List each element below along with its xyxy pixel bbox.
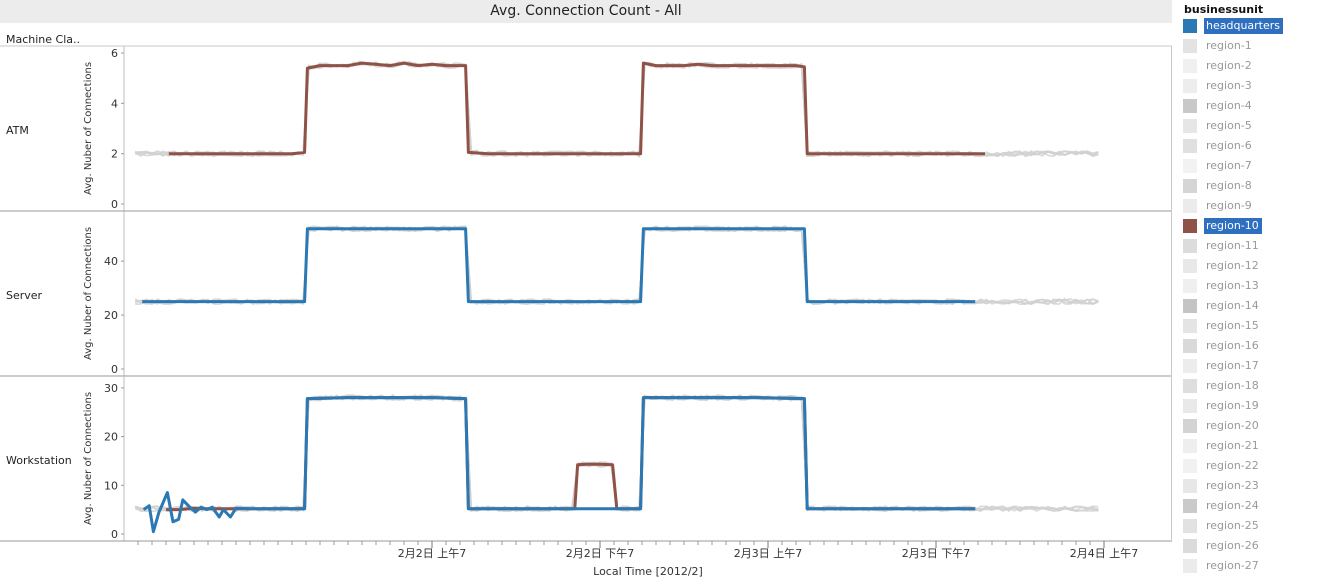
x-axis-title: Local Time [2012/2] — [593, 565, 703, 578]
legend-swatch — [1183, 119, 1197, 133]
y-tick-label: 20 — [104, 309, 118, 322]
legend-label: region-24 — [1206, 499, 1259, 512]
row-header[interactable]: Machine Cla.. — [6, 33, 81, 46]
other-region-line — [135, 225, 1099, 306]
legend-label: region-17 — [1206, 359, 1259, 372]
y-tick-label: 6 — [111, 47, 118, 60]
legend-swatch — [1183, 459, 1197, 473]
other-region-line — [134, 225, 1099, 306]
legend-label: region-6 — [1206, 139, 1252, 152]
legend-label: region-10 — [1204, 218, 1262, 234]
legend-swatch — [1183, 99, 1197, 113]
y-tick-label: 4 — [111, 97, 118, 110]
legend-label: region-27 — [1206, 559, 1259, 572]
legend-label: region-13 — [1206, 279, 1259, 292]
legend-swatch — [1183, 539, 1197, 553]
series-line-region-10 — [166, 396, 976, 512]
legend-swatch — [1183, 259, 1197, 273]
y-axis-title: Avg. Nuber of Connections — [83, 392, 94, 525]
x-tick-label: 2月3日 下午7 — [902, 547, 971, 560]
legend-swatch — [1183, 319, 1197, 333]
legend-swatch — [1183, 299, 1197, 313]
legend-label: region-7 — [1206, 159, 1252, 172]
line-chart[interactable]: 0 2 4 6 Avg. Nuber of Connections 0 20 40 Avg. N… — [0, 0, 1172, 582]
legend-label: region-16 — [1206, 339, 1259, 352]
legend-swatch — [1183, 519, 1197, 533]
legend: businessunit headquarters region-1 region-… — [1176, 0, 1329, 582]
legend-swatch — [1183, 339, 1197, 353]
row-label-workstation: Workstation — [6, 454, 72, 467]
legend-label: region-8 — [1206, 179, 1252, 192]
legend-label: region-18 — [1206, 379, 1259, 392]
legend-swatch — [1183, 239, 1197, 253]
legend-label: region-26 — [1206, 539, 1259, 552]
legend-label: headquarters — [1204, 18, 1284, 34]
legend-label: region-12 — [1206, 259, 1259, 272]
x-tick-label: 2月4日 上午7 — [1070, 547, 1139, 560]
y-tick-label: 0 — [111, 528, 118, 541]
x-tick-label: 2月2日 上午7 — [398, 547, 467, 560]
legend-label: region-20 — [1206, 419, 1259, 432]
legend-swatch — [1183, 199, 1197, 213]
legend-label: region-23 — [1206, 479, 1259, 492]
chart-title: Avg. Connection Count - All — [0, 0, 1172, 23]
other-region-line — [134, 225, 1099, 306]
other-region-line — [135, 225, 1099, 306]
other-region-line — [134, 61, 1099, 158]
legend-swatch — [1183, 439, 1197, 453]
legend-swatch — [1183, 359, 1197, 373]
legend-label: region-14 — [1206, 299, 1259, 312]
series-line-headquarters — [142, 396, 976, 534]
legend-swatch — [1183, 399, 1197, 413]
y-tick-label: 0 — [111, 198, 118, 211]
other-region-line — [135, 60, 1099, 158]
legend-swatch — [1183, 139, 1197, 153]
legend-swatch — [1183, 279, 1197, 293]
legend-label: region-11 — [1206, 239, 1259, 252]
legend-swatch — [1183, 19, 1197, 33]
x-tick-label: 2月2日 下午7 — [566, 547, 635, 560]
y-axis-title: Avg. Nuber of Connections — [83, 62, 94, 195]
series-line-region-10 — [168, 61, 985, 156]
y-tick-label: 20 — [104, 431, 118, 444]
legend-label: region-22 — [1206, 459, 1259, 472]
legend-swatch — [1183, 379, 1197, 393]
series-line-headquarters — [142, 227, 976, 304]
legend-label: region-15 — [1206, 319, 1259, 332]
legend-label: region-25 — [1206, 519, 1259, 532]
y-tick-label: 10 — [104, 479, 118, 492]
legend-label: region-2 — [1206, 59, 1252, 72]
legend-swatch — [1183, 79, 1197, 93]
y-tick-label: 40 — [104, 255, 118, 268]
x-tick-label: 2月3日 上午7 — [734, 547, 803, 560]
legend-swatch — [1183, 159, 1197, 173]
other-region-line — [134, 225, 1099, 306]
legend-title: businessunit — [1184, 3, 1264, 16]
legend-label: region-5 — [1206, 119, 1252, 132]
legend-swatch — [1183, 179, 1197, 193]
row-label-server: Server — [6, 289, 43, 302]
legend-swatch — [1183, 499, 1197, 513]
legend-label: region-21 — [1206, 439, 1259, 452]
legend-swatch — [1183, 59, 1197, 73]
other-region-line — [134, 60, 1099, 158]
other-region-line — [135, 61, 1099, 158]
legend-label: region-19 — [1206, 399, 1259, 412]
legend-label: region-4 — [1206, 99, 1252, 112]
legend-swatch — [1183, 39, 1197, 53]
legend-swatch — [1183, 419, 1197, 433]
legend-label: region-9 — [1206, 199, 1252, 212]
y-axis-title: Avg. Nuber of Connections — [83, 227, 94, 360]
y-tick-label: 30 — [104, 382, 118, 395]
y-tick-label: 2 — [111, 148, 118, 161]
y-tick-label: 0 — [111, 363, 118, 376]
other-region-line — [135, 60, 1099, 158]
legend-label: region-1 — [1206, 39, 1252, 52]
legend-label: region-3 — [1206, 79, 1252, 92]
legend-swatch — [1183, 219, 1197, 233]
legend-swatch — [1183, 559, 1197, 573]
legend-swatch — [1183, 479, 1197, 493]
row-label-atm: ATM — [6, 124, 29, 137]
